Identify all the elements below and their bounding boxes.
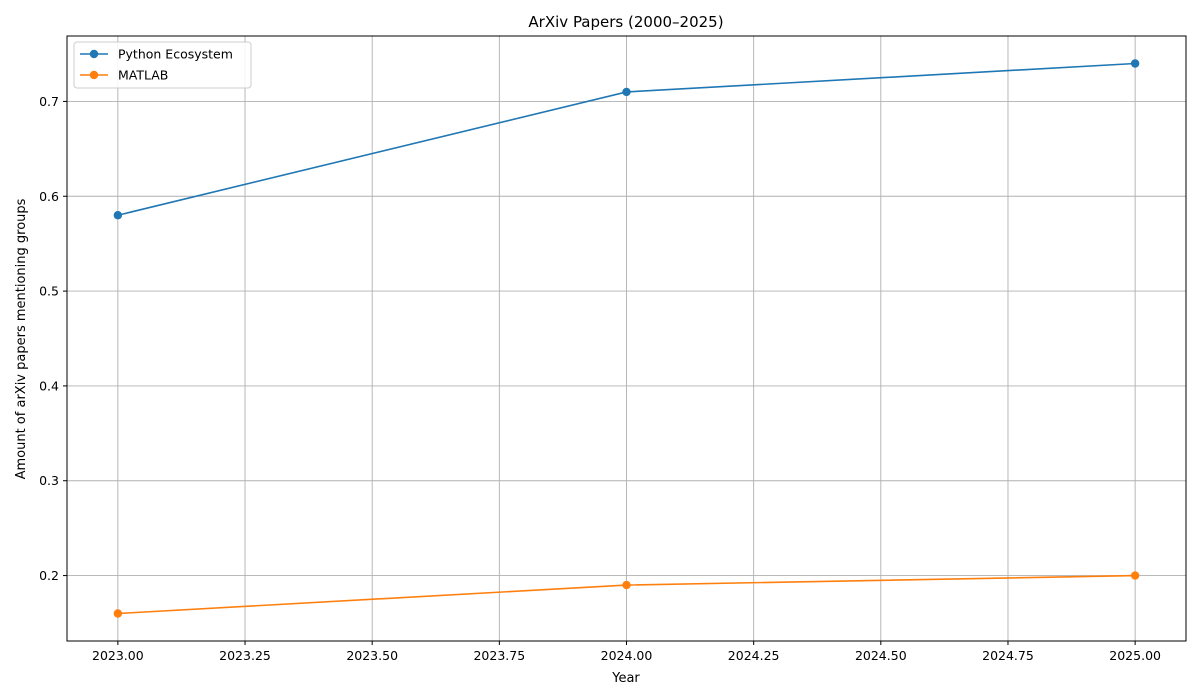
y-axis-label: Amount of arXiv papers mentioning groups — [14, 198, 29, 479]
data-point-matlab — [113, 609, 123, 618]
data-point-matlab — [622, 580, 631, 590]
x-tick-label: 2024.25 — [728, 648, 780, 663]
x-tick-label: 2023.25 — [219, 648, 271, 663]
data-point-python-ecosystem — [1130, 59, 1140, 68]
grid — [67, 36, 1186, 641]
legend-label-matlab: MATLAB — [118, 68, 168, 83]
x-tick-label: 2023.75 — [473, 648, 525, 663]
x-tick-label: 2024.75 — [982, 648, 1034, 663]
data-point-python-ecosystem — [622, 87, 631, 97]
legend-marker-matlab — [89, 70, 99, 80]
y-tick-label: 0.5 — [39, 284, 59, 299]
data-point-matlab — [1130, 571, 1140, 580]
series-group — [113, 59, 1140, 618]
data-point-python-ecosystem — [113, 211, 123, 220]
y-tick-label: 0.7 — [39, 94, 59, 109]
y-tick-label: 0.3 — [39, 473, 59, 488]
y-tick-label: 0.6 — [39, 189, 59, 204]
chart-title: ArXiv Papers (2000–2025) — [528, 13, 723, 31]
x-tick-label: 2023.50 — [346, 648, 398, 663]
x-tick-label: 2024.50 — [855, 648, 907, 663]
y-tick-label: 0.4 — [39, 378, 59, 393]
x-tick-label: 2025.00 — [1109, 648, 1161, 663]
x-axis-label: Year — [611, 671, 640, 686]
x-tick-label: 2024.00 — [601, 648, 653, 663]
y-tick-label: 0.2 — [39, 568, 59, 583]
legend: Python Ecosystem MATLAB — [73, 41, 252, 89]
legend-box — [73, 41, 252, 89]
ticks: 2023.00 2023.25 2023.50 2023.75 2024.00 2024.… — [39, 94, 1161, 663]
x-tick-label: 2023.00 — [92, 648, 144, 663]
legend-marker-python-ecosystem — [89, 49, 99, 59]
legend-label-python-ecosystem: Python Ecosystem — [118, 47, 233, 62]
